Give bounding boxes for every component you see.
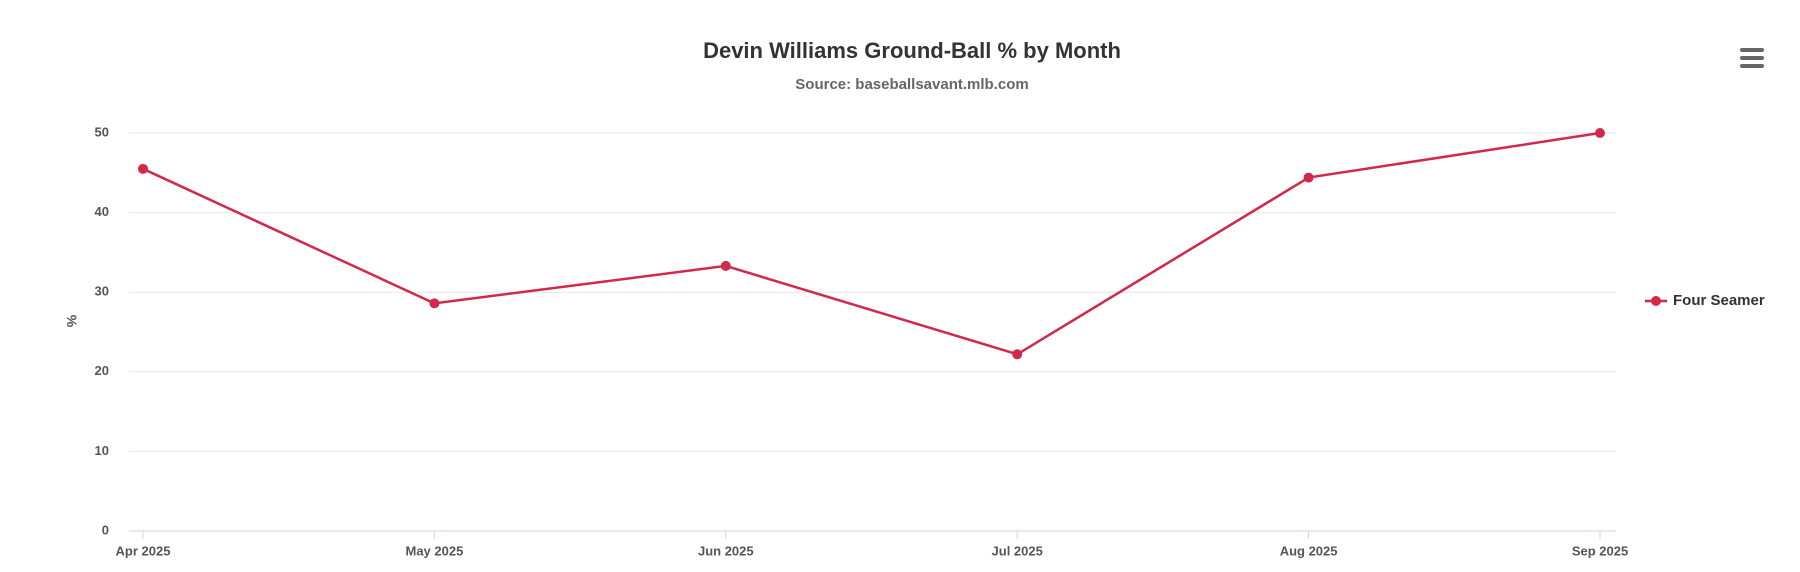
x-tick-label: May 2025 <box>405 543 463 558</box>
menu-bar <box>1740 64 1764 68</box>
chart-title: Devin Williams Ground-Ball % by Month <box>703 38 1121 63</box>
data-point <box>1595 128 1605 138</box>
menu-bar <box>1740 48 1764 52</box>
y-tick-label: 50 <box>95 124 109 139</box>
y-tick-label: 10 <box>95 443 109 458</box>
y-tick-label: 0 <box>102 522 109 537</box>
data-point <box>720 260 731 271</box>
x-tick-label: Jul 2025 <box>992 543 1043 558</box>
y-tick-label: 20 <box>95 363 109 378</box>
series-line <box>142 131 1601 356</box>
legend-label: Four Seamer <box>1673 292 1765 309</box>
menu-bar <box>1740 56 1764 60</box>
data-point <box>138 163 148 174</box>
y-tick-label: 40 <box>95 204 109 219</box>
x-tick-label: Apr 2025 <box>116 543 171 558</box>
menu-button[interactable] <box>1740 48 1764 68</box>
x-tick-label: Jun 2025 <box>698 543 754 558</box>
chart-subtitle: Source: baseballsavant.mlb.com <box>795 76 1028 93</box>
y-axis-label: % <box>64 314 80 327</box>
x-tick-label: Sep 2025 <box>1572 543 1628 558</box>
data-point <box>429 298 440 309</box>
legend-item[interactable]: Four Seamer <box>1645 292 1765 309</box>
data-point <box>1303 172 1314 183</box>
x-tick-label: Aug 2025 <box>1280 543 1338 558</box>
legend-marker <box>1651 296 1661 306</box>
data-point <box>1012 349 1023 360</box>
y-tick-label: 30 <box>95 284 109 299</box>
